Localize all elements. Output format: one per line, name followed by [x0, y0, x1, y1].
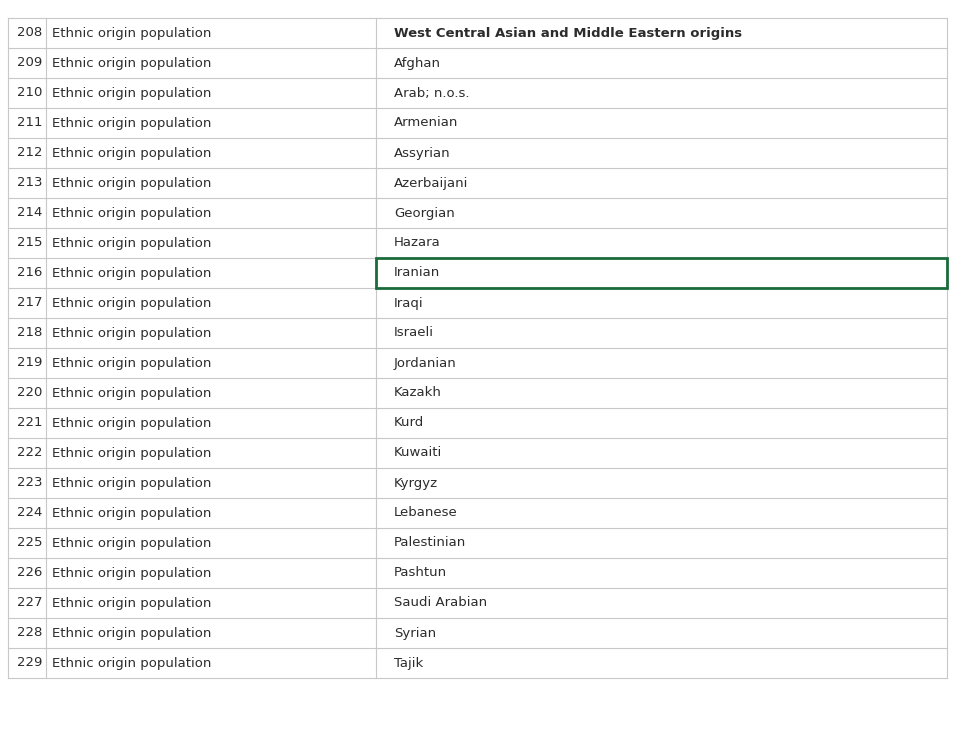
Text: Ethnic origin population: Ethnic origin population — [52, 206, 211, 219]
Text: Arab; n.o.s.: Arab; n.o.s. — [394, 86, 470, 100]
Text: Azerbaijani: Azerbaijani — [394, 177, 468, 189]
Text: 215: 215 — [16, 236, 42, 250]
Bar — [8, 198, 947, 228]
Text: Kazakh: Kazakh — [394, 386, 442, 400]
Text: 222: 222 — [16, 446, 42, 460]
Text: Kyrgyz: Kyrgyz — [394, 477, 438, 489]
Text: 218: 218 — [16, 327, 42, 339]
Text: Kurd: Kurd — [394, 417, 424, 429]
Text: 226: 226 — [16, 567, 42, 579]
Text: Armenian: Armenian — [394, 117, 458, 129]
Bar — [8, 108, 947, 138]
Text: Ethnic origin population: Ethnic origin population — [52, 27, 211, 39]
Bar — [8, 558, 947, 588]
Text: Iranian: Iranian — [394, 267, 440, 279]
Text: Assyrian: Assyrian — [394, 146, 451, 160]
Bar — [8, 498, 947, 528]
Text: Ethnic origin population: Ethnic origin population — [52, 627, 211, 639]
Text: Pashtun: Pashtun — [394, 567, 447, 579]
Text: West Central Asian and Middle Eastern origins: West Central Asian and Middle Eastern or… — [394, 27, 742, 39]
Bar — [8, 348, 947, 378]
Bar — [8, 408, 947, 438]
Text: Ethnic origin population: Ethnic origin population — [52, 296, 211, 310]
Text: 227: 227 — [16, 596, 42, 610]
Text: Ethnic origin population: Ethnic origin population — [52, 477, 211, 489]
Text: Ethnic origin population: Ethnic origin population — [52, 327, 211, 339]
Text: Hazara: Hazara — [394, 236, 441, 250]
Text: Israeli: Israeli — [394, 327, 434, 339]
Text: 216: 216 — [16, 267, 42, 279]
Text: 211: 211 — [16, 117, 42, 129]
Text: Ethnic origin population: Ethnic origin population — [52, 386, 211, 400]
Text: Ethnic origin population: Ethnic origin population — [52, 506, 211, 520]
Text: 220: 220 — [16, 386, 42, 400]
Text: Lebanese: Lebanese — [394, 506, 457, 520]
Text: 223: 223 — [16, 477, 42, 489]
Text: 221: 221 — [16, 417, 42, 429]
Text: Ethnic origin population: Ethnic origin population — [52, 86, 211, 100]
Text: Ethnic origin population: Ethnic origin population — [52, 596, 211, 610]
Text: Palestinian: Palestinian — [394, 537, 466, 550]
Text: Ethnic origin population: Ethnic origin population — [52, 236, 211, 250]
Bar — [8, 138, 947, 168]
Bar — [376, 258, 947, 288]
Text: 209: 209 — [17, 56, 42, 69]
Bar — [8, 168, 947, 198]
Bar — [8, 438, 947, 468]
Text: 225: 225 — [16, 537, 42, 550]
Text: Ethnic origin population: Ethnic origin population — [52, 446, 211, 460]
Text: Ethnic origin population: Ethnic origin population — [52, 177, 211, 189]
Text: 208: 208 — [17, 27, 42, 39]
Text: Syrian: Syrian — [394, 627, 436, 639]
Text: 214: 214 — [16, 206, 42, 219]
Bar — [8, 258, 947, 288]
Bar — [8, 288, 947, 318]
Text: Ethnic origin population: Ethnic origin population — [52, 417, 211, 429]
Text: 213: 213 — [16, 177, 42, 189]
Bar — [8, 588, 947, 618]
Text: Ethnic origin population: Ethnic origin population — [52, 117, 211, 129]
Text: Iraqi: Iraqi — [394, 296, 424, 310]
Text: Kuwaiti: Kuwaiti — [394, 446, 442, 460]
Bar — [8, 78, 947, 108]
Text: Ethnic origin population: Ethnic origin population — [52, 656, 211, 670]
Bar — [8, 528, 947, 558]
Text: 229: 229 — [16, 656, 42, 670]
Bar — [8, 318, 947, 348]
Bar — [8, 378, 947, 408]
Text: Ethnic origin population: Ethnic origin population — [52, 56, 211, 69]
Bar — [8, 228, 947, 258]
Bar — [8, 48, 947, 78]
Text: Ethnic origin population: Ethnic origin population — [52, 146, 211, 160]
Text: Afghan: Afghan — [394, 56, 441, 69]
Text: Saudi Arabian: Saudi Arabian — [394, 596, 487, 610]
Bar — [8, 618, 947, 648]
Text: Ethnic origin population: Ethnic origin population — [52, 356, 211, 370]
Text: 228: 228 — [16, 627, 42, 639]
Text: Ethnic origin population: Ethnic origin population — [52, 267, 211, 279]
Bar — [8, 468, 947, 498]
Text: Ethnic origin population: Ethnic origin population — [52, 567, 211, 579]
Text: 210: 210 — [16, 86, 42, 100]
Text: 224: 224 — [16, 506, 42, 520]
Bar — [8, 18, 947, 48]
Text: Tajik: Tajik — [394, 656, 423, 670]
Text: Georgian: Georgian — [394, 206, 455, 219]
Bar — [8, 648, 947, 678]
Text: Jordanian: Jordanian — [394, 356, 456, 370]
Text: Ethnic origin population: Ethnic origin population — [52, 537, 211, 550]
Text: 217: 217 — [16, 296, 42, 310]
Text: 219: 219 — [16, 356, 42, 370]
Text: 212: 212 — [16, 146, 42, 160]
